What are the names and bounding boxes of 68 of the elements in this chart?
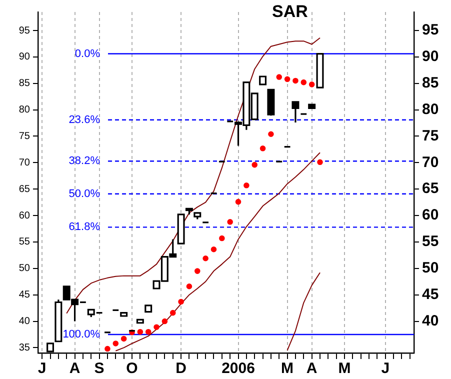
y2-tick-label: 50	[422, 260, 439, 277]
y-tick-label: 90	[18, 52, 30, 63]
point	[219, 235, 225, 242]
annotation: 61.8%	[68, 221, 100, 234]
point	[170, 310, 176, 316]
y-tick-label: 50	[18, 263, 30, 274]
x-tick-label: O	[126, 360, 138, 378]
point	[308, 82, 315, 88]
point	[227, 218, 233, 225]
y2-tick-label: 80	[422, 100, 439, 118]
point	[268, 131, 274, 138]
y2-tick-label: 40	[422, 312, 439, 330]
x-tick-label: M	[338, 360, 351, 378]
point	[104, 346, 110, 352]
y-tick-label: 60	[18, 210, 30, 222]
y-tick-label: 75	[18, 130, 30, 142]
point	[202, 255, 208, 262]
y2-tick-label: 55	[422, 233, 439, 250]
y2-tick-label: 95	[422, 22, 439, 39]
point	[284, 76, 290, 82]
point	[145, 328, 152, 335]
point	[292, 78, 298, 84]
y-tick-label: 40	[18, 316, 30, 328]
y2-tick-label: 45	[422, 286, 439, 303]
point	[276, 74, 282, 80]
point	[210, 246, 217, 252]
y2-tick-label: 75	[422, 127, 439, 144]
annotation: 23.6%	[68, 114, 100, 126]
x-tick-label: M	[281, 360, 294, 378]
x-tick-label: A	[306, 360, 318, 378]
y-tick-label: 70	[18, 157, 30, 168]
point	[112, 340, 119, 346]
point	[178, 298, 184, 305]
x-tick-label: J	[38, 360, 46, 378]
y2-tick-label: 85	[422, 74, 439, 92]
y2-tick-label: 65	[422, 180, 439, 198]
point	[235, 198, 242, 205]
annotation: 100.0%	[62, 328, 100, 341]
y2-tick-label: 70	[422, 154, 439, 171]
x-tick-label: S	[94, 360, 104, 378]
x-tick-label: D	[176, 360, 187, 378]
y2-tick-label: 60	[422, 206, 439, 224]
point	[186, 283, 192, 290]
chart-title: SAR	[271, 2, 309, 22]
annotation: 50.0%	[68, 188, 100, 200]
x-tick-label: J	[381, 360, 390, 378]
point	[120, 336, 127, 342]
y-tick-label: 35	[18, 342, 30, 354]
point	[252, 162, 258, 168]
point	[194, 268, 200, 274]
x-tick-label: A	[69, 360, 80, 378]
point	[300, 79, 307, 86]
y-tick-label: 65	[18, 184, 30, 195]
y-tick-label: 95	[18, 25, 30, 36]
point	[244, 182, 250, 188]
point	[137, 328, 144, 335]
y-tick-label: 80	[18, 104, 30, 116]
y-tick-label: 55	[18, 236, 30, 248]
x-tick-label: 2006	[222, 360, 255, 378]
point	[260, 146, 266, 152]
y-tick-label: 85	[18, 78, 30, 90]
y-tick-label: 45	[18, 290, 30, 301]
y2-tick-label: 90	[422, 48, 439, 66]
annotation: 38.2%	[68, 155, 100, 168]
annotation: 0.0%	[74, 48, 100, 60]
point	[317, 159, 323, 166]
point	[162, 318, 168, 324]
point	[154, 324, 160, 330]
